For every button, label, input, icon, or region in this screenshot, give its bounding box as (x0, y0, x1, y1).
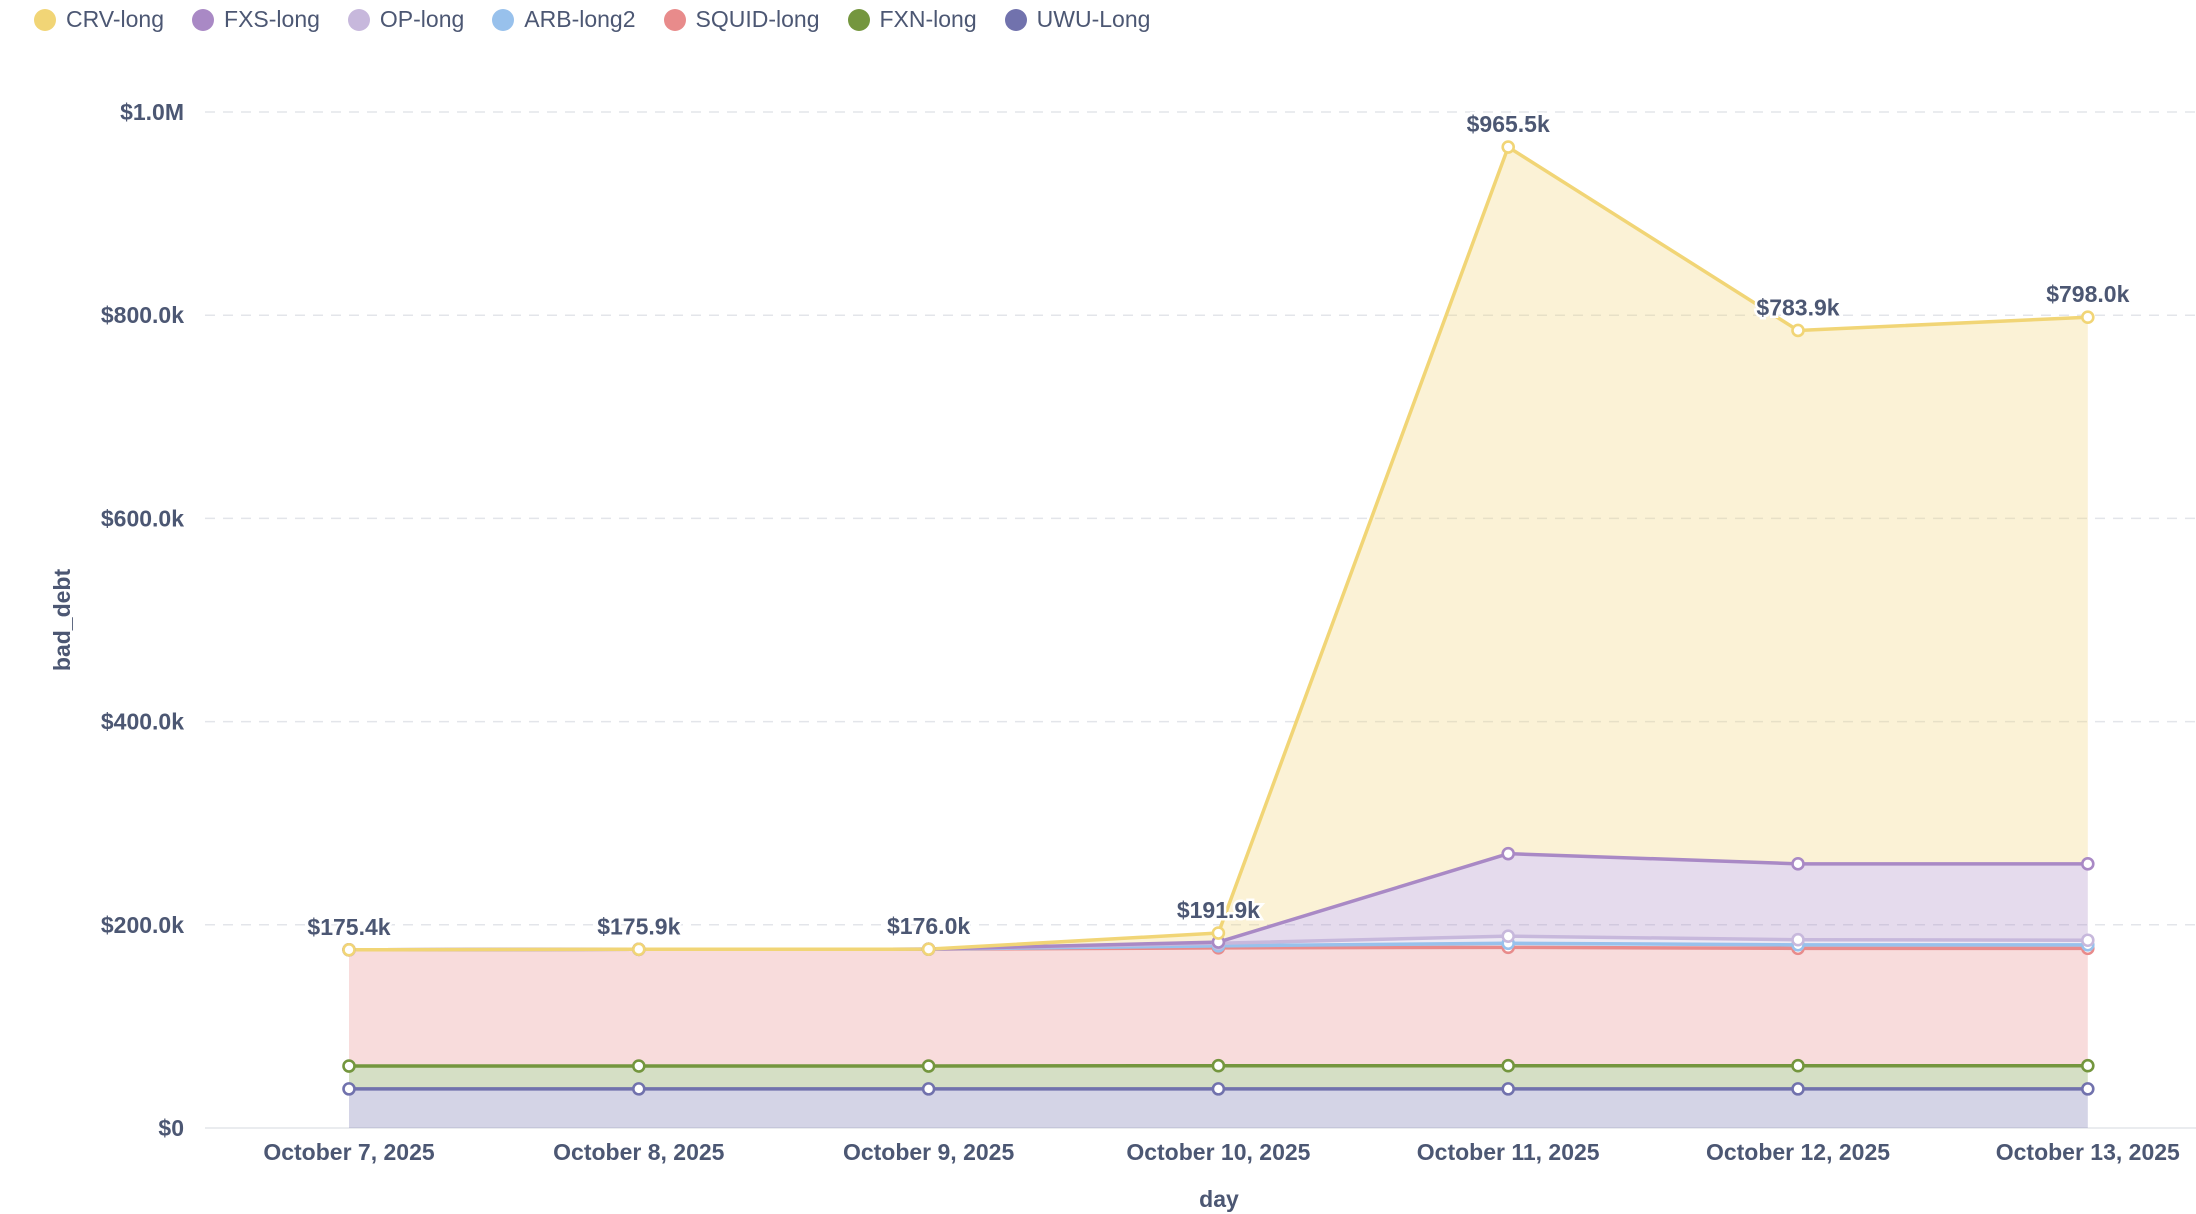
legend-swatch-fxs-long (192, 8, 215, 31)
legend-item-op-long[interactable]: OP-long (347, 6, 465, 33)
point-uwu-long-4 (1501, 1082, 1515, 1096)
point-layer (342, 140, 2095, 1096)
y-tick-label-2: $400.0k (101, 709, 184, 735)
legend-item-fxs-long[interactable]: FXS-long (192, 6, 320, 33)
legend-item-uwu-long[interactable]: UWU-Long (1004, 6, 1151, 33)
data-label-total-1: $175.9k (597, 913, 680, 939)
legend-swatch-arb-long2 (492, 8, 515, 31)
point-fxs-long-4 (1501, 846, 1515, 861)
point-crv-long-5 (1791, 323, 1805, 338)
point-op-long-4 (1501, 929, 1515, 943)
y-tick-label-4: $800.0k (101, 302, 184, 328)
point-crv-long-4 (1501, 140, 1515, 154)
point-crv-long-1 (631, 942, 646, 957)
legend-label-arb-long2: ARB-long2 (524, 6, 636, 32)
y-tick-label-1: $200.0k (101, 912, 184, 938)
point-uwu-long-3 (1211, 1082, 1226, 1096)
legend-label-crv-long: CRV-long (66, 6, 165, 32)
x-tick-label-6: October 13, 2025 (1996, 1139, 2180, 1165)
legend-swatch-fxn-long (847, 8, 870, 31)
y-axis-title: bad_debt (49, 569, 75, 672)
legend-item-fxn-long[interactable]: FXN-long (847, 6, 977, 33)
legend-item-arb-long2[interactable]: ARB-long2 (492, 6, 636, 33)
x-tick-label-4: October 11, 2025 (1417, 1139, 1600, 1165)
legend-label-op-long: OP-long (379, 6, 465, 32)
point-fxn-long-2 (921, 1059, 936, 1073)
point-crv-long-3 (1211, 926, 1226, 940)
legend-swatch-crv-long (34, 8, 56, 31)
legend-item-crv-long[interactable]: CRV-long (34, 6, 164, 33)
data-label-total-0: $175.4k (307, 914, 390, 940)
area-squid-long (349, 947, 2088, 1067)
point-fxn-long-3 (1211, 1058, 1226, 1073)
data-label-layer: $175.4k $175.9k $176.0k $191.9k $965.5k $783.… (305, 109, 2132, 943)
area-uwu-long (349, 1088, 2088, 1128)
point-fxs-long-5 (1791, 857, 1805, 871)
y-tick-label-3: $600.0k (101, 505, 184, 531)
x-tick-label-0: October 7, 2025 (263, 1139, 435, 1165)
point-crv-long-6 (2081, 310, 2095, 325)
area-fxn-long (349, 1065, 2088, 1089)
x-tick-label-5: October 12, 2025 (1706, 1139, 1890, 1165)
point-op-long-5 (1791, 932, 1805, 947)
data-label-total-2: $176.0k (887, 913, 970, 939)
point-fxn-long-6 (2081, 1058, 2095, 1073)
point-uwu-long-5 (1791, 1082, 1805, 1096)
data-label-total-3: $191.9k (1177, 897, 1260, 923)
point-uwu-long-1 (631, 1082, 646, 1096)
x-tick-label-2: October 9, 2025 (843, 1139, 1015, 1165)
legend-label-squid-long: SQUID-long (695, 6, 820, 32)
data-label-total-5: $783.9k (1756, 294, 1839, 320)
y-tick-label-5: $1.0M (120, 99, 184, 125)
chart-legend: CRV-long FXS-long OP-long ARB-long2 SQUI… (34, 6, 1150, 33)
point-uwu-long-0 (342, 1082, 356, 1096)
point-uwu-long-2 (921, 1082, 936, 1096)
data-label-total-6: $798.0k (2046, 281, 2129, 307)
area-fxs-long (349, 853, 2088, 950)
legend-swatch-uwu-long (1004, 8, 1027, 31)
x-tick-label-1: October 8, 2025 (553, 1139, 725, 1165)
grid-layer (205, 111, 2196, 1129)
legend-label-fxn-long: FXN-long (879, 6, 977, 32)
point-crv-long-0 (342, 942, 356, 957)
legend-label-fxs-long: FXS-long (224, 6, 320, 32)
legend-swatch-op-long (347, 8, 370, 31)
legend-swatch-squid-long (663, 8, 686, 31)
legend-label-uwu-long: UWU-Long (1036, 6, 1151, 32)
point-uwu-long-6 (2081, 1082, 2095, 1096)
point-fxs-long-6 (2081, 857, 2095, 871)
data-label-total-4: $965.5k (1467, 111, 1550, 137)
x-axis-title: day (1199, 1186, 1239, 1212)
legend-item-squid-long[interactable]: SQUID-long (663, 6, 820, 33)
axis-layer: $0 $200.0k $400.0k $600.0k $800.0k $1.0M Octob… (49, 99, 2180, 1212)
point-fxn-long-0 (342, 1059, 356, 1073)
point-crv-long-2 (921, 942, 936, 956)
x-tick-label-3: October 10, 2025 (1126, 1139, 1310, 1165)
area-layer (349, 147, 2088, 1128)
point-op-long-6 (2081, 933, 2095, 948)
y-tick-label-0: $0 (158, 1115, 184, 1141)
point-fxn-long-1 (631, 1059, 646, 1073)
area-crv-long (349, 147, 2088, 950)
point-fxn-long-4 (1501, 1058, 1515, 1073)
point-fxn-long-5 (1791, 1058, 1805, 1073)
